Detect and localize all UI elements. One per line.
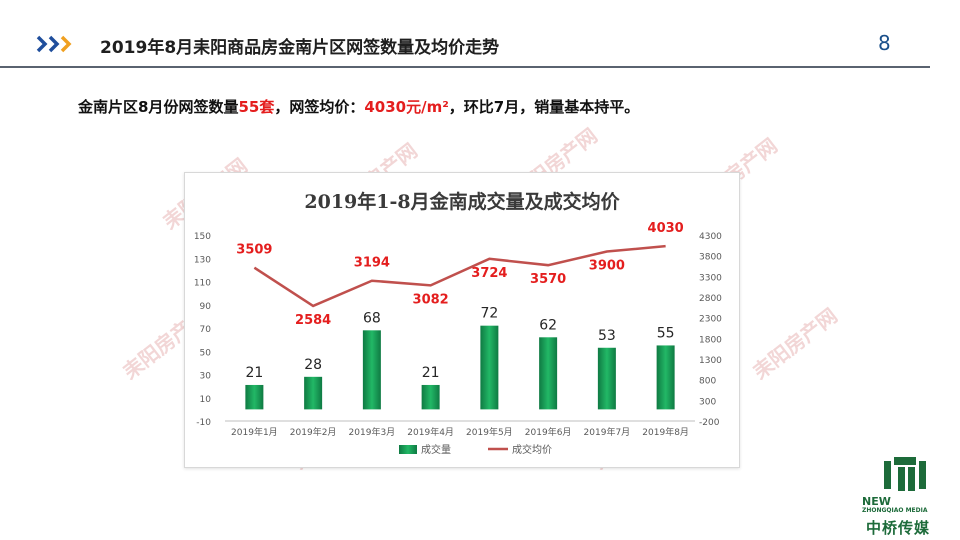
y-left-tick-label: 150 (194, 232, 211, 242)
bar (362, 330, 381, 410)
y-left-tick-label: 130 (194, 255, 211, 265)
bar (597, 347, 616, 410)
summary-part2: ，网签均价： (274, 98, 365, 116)
summary-text: 金南片区8月份网签数量55套，网签均价：4030元/m²，环比7月，销量基本持平… (78, 96, 639, 117)
x-tick-label: 2019年2月 (290, 426, 337, 438)
y-right-tick-label: -200 (699, 418, 720, 428)
chart-title: 2019年1-8月金南成交量及成交均价 (304, 191, 620, 213)
logo-sub: ZHONGQIAO MEDIA (862, 507, 928, 514)
x-tick-label: 2019年6月 (525, 426, 572, 438)
y-left-tick-label: 30 (200, 372, 212, 382)
bar-value-label: 28 (304, 357, 322, 373)
line-value-label: 3570 (530, 272, 566, 287)
bar (304, 376, 323, 410)
bar (480, 325, 499, 410)
company-logo: NEW ZHONGQIAO MEDIA 中桥传媒 (862, 455, 948, 537)
chart-container: 2019年1-8月金南成交量及成交均价 -10 10 30 50 70 90 110 130 1… (184, 172, 740, 468)
x-tick-label: 2019年3月 (349, 426, 396, 438)
chevron-arrows-icon (36, 35, 72, 53)
chart-plot: -10 10 30 50 70 90 110 130 150 -200 300 800 1300 1800… (194, 221, 722, 456)
line-value-label: 3194 (354, 256, 390, 271)
logo-new: NEW (862, 495, 891, 508)
bar-value-label: 68 (363, 310, 381, 326)
header-divider (0, 66, 930, 68)
y-right-tick-label: 2800 (699, 294, 722, 304)
y-right-tick-label: 3300 (699, 273, 722, 283)
y-left-tick-label: -10 (196, 418, 211, 428)
logo-name: 中桥传媒 (866, 519, 931, 537)
y-left-tick-label: 110 (194, 279, 211, 289)
y-right-tick-label: 3800 (699, 253, 722, 263)
y-right-tick-label: 2300 (699, 315, 722, 325)
line-value-label: 3509 (236, 243, 272, 258)
bar-value-label: 53 (598, 328, 616, 344)
y-right-tick-label: 300 (699, 397, 716, 407)
x-tick-label: 2019年8月 (642, 426, 689, 438)
line-value-label: 2584 (295, 313, 331, 328)
x-tick-label: 2019年4月 (407, 426, 454, 438)
legend-bar-label: 成交量 (421, 443, 451, 456)
watermark-text: 耒阳房产网 (748, 303, 842, 383)
y-right-tick-label: 800 (699, 377, 716, 387)
page-title: 2019年8月耒阳商品房金南片区网签数量及均价走势 (100, 38, 500, 58)
bar-value-label: 62 (539, 317, 557, 333)
bar (421, 384, 440, 410)
bar-value-label: 21 (245, 365, 263, 381)
y-left-tick-label: 90 (200, 302, 212, 312)
bar (245, 384, 264, 410)
bar-value-label: 72 (480, 306, 498, 322)
logo-mark-icon (884, 457, 926, 491)
bar-value-label: 21 (422, 365, 440, 381)
y-right-tick-label: 4300 (699, 232, 722, 242)
line-value-label: 3724 (471, 266, 507, 281)
bar-value-label: 55 (657, 325, 675, 341)
legend-line-label: 成交均价 (512, 443, 552, 456)
price-line (253, 244, 666, 308)
y-left-tick-label: 50 (200, 348, 212, 358)
y-right-tick-label: 1300 (699, 356, 722, 366)
summary-count: 55套 (238, 98, 275, 116)
x-tick-label: 2019年5月 (466, 426, 513, 438)
bar (656, 345, 675, 410)
x-tick-label: 2019年7月 (584, 426, 631, 438)
page-number: 8 (878, 31, 891, 55)
y-right-tick-label: 1800 (699, 335, 722, 345)
y-left-tick-label: 70 (200, 325, 212, 335)
x-tick-label: 2019年1月 (231, 426, 278, 438)
line-value-label: 4030 (648, 221, 684, 236)
bar (539, 337, 558, 410)
summary-part1: 金南片区8月份网签数量 (78, 98, 239, 116)
line-value-label: 3900 (589, 259, 625, 274)
summary-price: 4030元/m² (364, 98, 449, 116)
legend-bar-swatch (399, 445, 417, 454)
summary-part3: ，环比7月，销量基本持平。 (448, 98, 640, 116)
y-left-tick-label: 10 (200, 395, 212, 405)
line-value-label: 3082 (413, 292, 449, 307)
